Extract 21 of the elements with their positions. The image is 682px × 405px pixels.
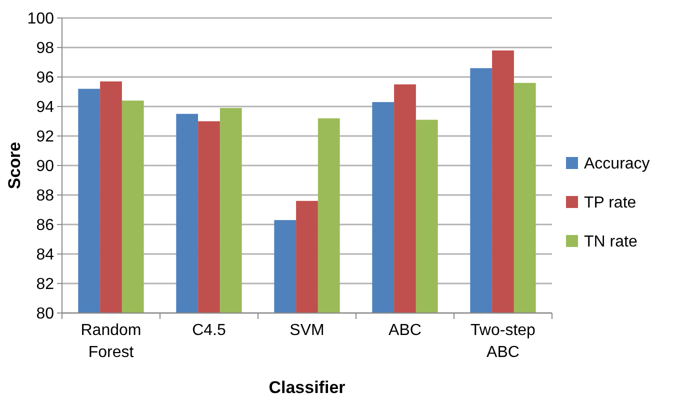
- x-tick-label: Random Forest: [80, 322, 142, 361]
- legend-label: Accuracy: [584, 156, 650, 173]
- y-tick-label: 80: [36, 306, 54, 323]
- y-axis-title: Score: [5, 142, 24, 190]
- y-tick-label: 94: [36, 99, 54, 116]
- y-tick-label: 86: [36, 217, 54, 234]
- x-tick-label: Two-step ABC: [470, 322, 536, 361]
- legend-label: TP rate: [584, 194, 636, 212]
- x-tick-label: ABC: [388, 322, 422, 339]
- legend-label: TN rate: [584, 234, 638, 251]
- y-tick-label: 96: [36, 70, 54, 87]
- y-tick-label: 98: [36, 40, 54, 58]
- y-tick-label: 92: [36, 128, 54, 146]
- y-tick-label: 90: [36, 158, 54, 176]
- y-tick-label: 100: [27, 10, 54, 28]
- x-tick-label: C4.5: [192, 322, 226, 339]
- x-tick-label: SVM: [290, 322, 324, 339]
- y-tick-label: 84: [36, 246, 54, 264]
- x-axis-title: Classifier: [268, 378, 346, 397]
- y-tick-label: 82: [36, 276, 54, 294]
- y-tick-label: 88: [36, 188, 54, 205]
